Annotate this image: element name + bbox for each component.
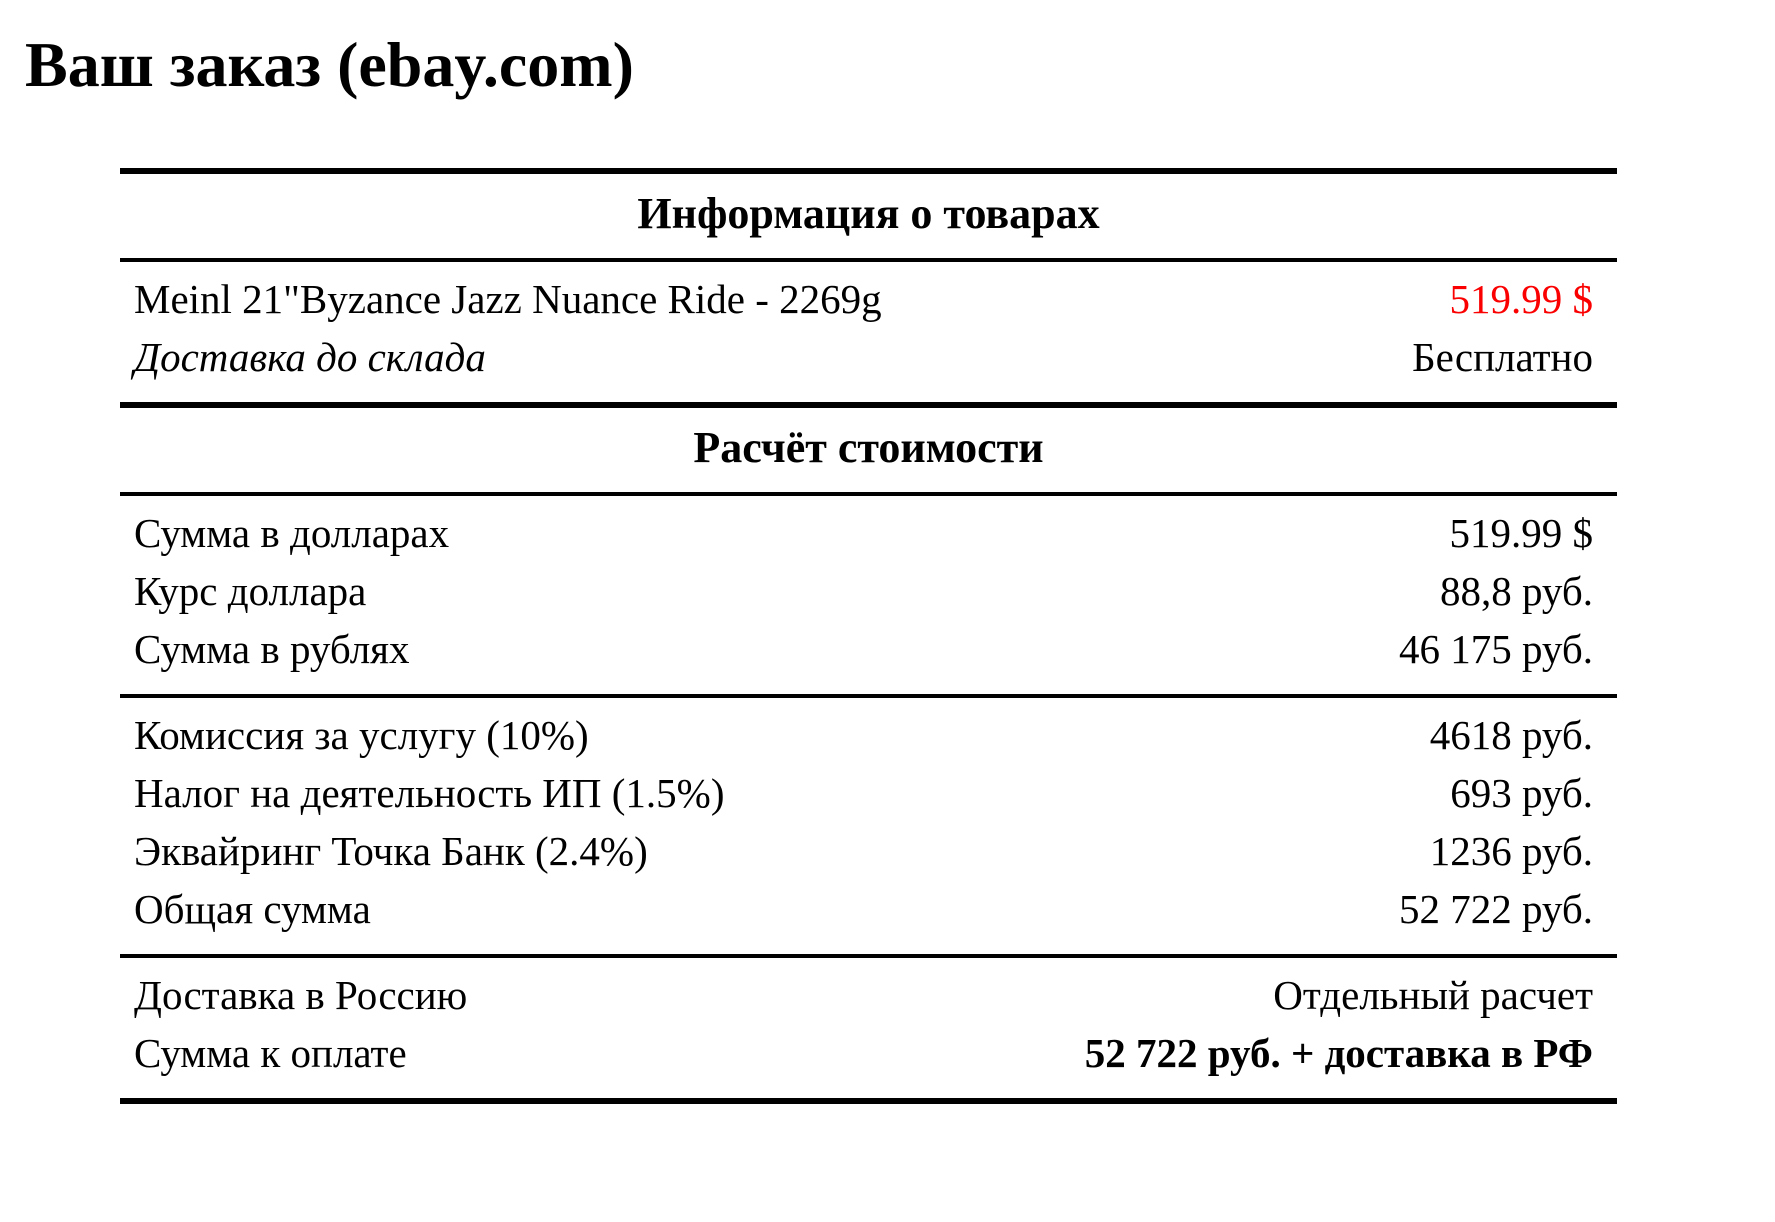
exchange-rate-value: 88,8 руб.	[1439, 568, 1593, 615]
acquiring-value: 1236 руб.	[1429, 828, 1593, 875]
rule-bottom	[120, 1098, 1617, 1105]
rub-amount-value: 46 175 руб.	[1398, 626, 1593, 673]
totals-group: Доставка в Россию Отдельный расчет Сумма…	[120, 958, 1617, 1098]
row-payable: Сумма к оплате 52 722 руб. + доставка в …	[120, 1024, 1617, 1082]
row-grand-total: Общая сумма 52 722 руб.	[120, 880, 1617, 938]
order-table: Информация о товарах Meinl 21"Byzance Ja…	[120, 168, 1617, 1105]
usd-amount-label: Сумма в долларах	[134, 510, 450, 557]
products-group: Meinl 21"Byzance Jazz Nuance Ride - 2269…	[120, 262, 1617, 402]
warehouse-delivery-label: Доставка до склада	[134, 334, 486, 381]
acquiring-label: Эквайринг Точка Банк (2.4%)	[134, 828, 648, 875]
rule-under-products-header	[120, 258, 1617, 263]
row-acquiring: Эквайринг Точка Банк (2.4%) 1236 руб.	[120, 822, 1617, 880]
tax-value: 693 руб.	[1450, 770, 1593, 817]
russia-delivery-label: Доставка в Россию	[134, 972, 468, 1019]
row-usd-amount: Сумма в долларах 519.99 $	[120, 504, 1617, 562]
page-title: Ваш заказ (ebay.com)	[25, 29, 634, 100]
row-russia-delivery: Доставка в Россию Отдельный расчет	[120, 966, 1617, 1024]
payable-label: Сумма к оплате	[134, 1030, 407, 1077]
rule-above-fees	[120, 694, 1617, 699]
row-rub-amount: Сумма в рублях 46 175 руб.	[120, 620, 1617, 678]
row-tax: Налог на деятельность ИП (1.5%) 693 руб.	[120, 764, 1617, 822]
rule-top	[120, 168, 1617, 175]
rub-amount-label: Сумма в рублях	[134, 626, 410, 673]
tax-label: Налог на деятельность ИП (1.5%)	[134, 770, 725, 817]
grand-total-value: 52 722 руб.	[1398, 886, 1593, 933]
service-fee-value: 4618 руб.	[1429, 712, 1593, 759]
payable-value: 52 722 руб. + доставка в РФ	[1084, 1030, 1593, 1077]
order-sheet: Ваш заказ (ebay.com) Информация о товара…	[0, 29, 1775, 1105]
grand-total-label: Общая сумма	[134, 886, 371, 933]
exchange-rate-label: Курс доллара	[134, 568, 367, 615]
russia-delivery-value: Отдельный расчет	[1273, 972, 1593, 1019]
rule-under-costs-header	[120, 492, 1617, 497]
section-header-costs: Расчёт стоимости	[693, 423, 1044, 473]
section-header-products: Информация о товарах	[637, 189, 1100, 239]
row-product: Meinl 21"Byzance Jazz Nuance Ride - 2269…	[120, 270, 1617, 328]
row-exchange-rate: Курс доллара 88,8 руб.	[120, 562, 1617, 620]
rule-above-costs-header	[120, 402, 1617, 409]
rule-above-totals	[120, 954, 1617, 959]
conversion-group: Сумма в долларах 519.99 $ Курс доллара 8…	[120, 496, 1617, 694]
service-fee-label: Комиссия за услугу (10%)	[134, 712, 589, 759]
product-name: Meinl 21"Byzance Jazz Nuance Ride - 2269…	[134, 276, 882, 323]
row-warehouse-delivery: Доставка до склада Бесплатно	[120, 328, 1617, 386]
usd-amount-value: 519.99 $	[1449, 510, 1594, 557]
fees-group: Комиссия за услугу (10%) 4618 руб. Налог…	[120, 698, 1617, 954]
warehouse-delivery-value: Бесплатно	[1412, 334, 1593, 381]
row-service-fee: Комиссия за услугу (10%) 4618 руб.	[120, 706, 1617, 764]
product-price: 519.99 $	[1449, 276, 1594, 323]
